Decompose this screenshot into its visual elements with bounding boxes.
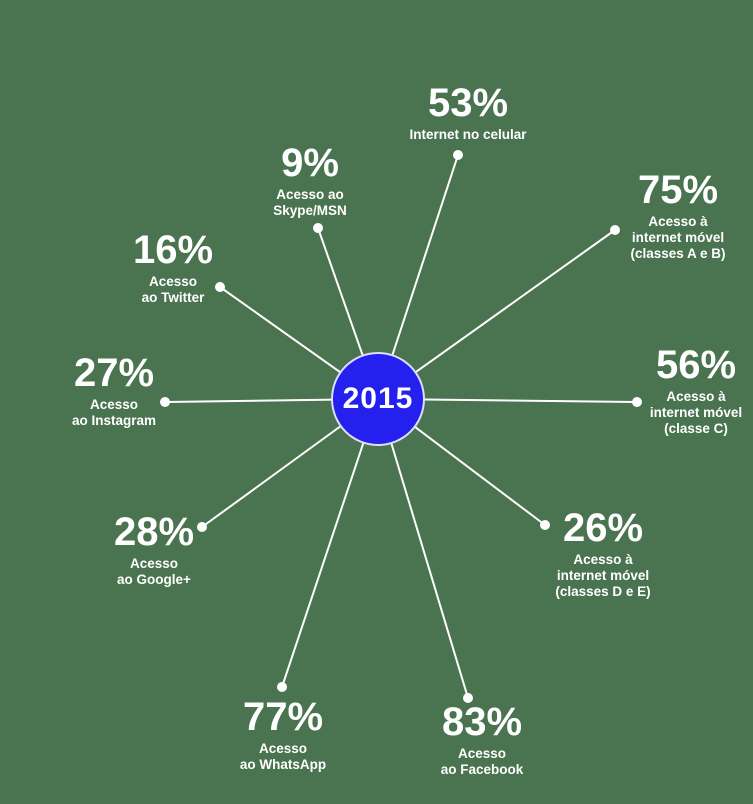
data-point-value: 28% xyxy=(113,510,195,554)
data-point-value: 16% xyxy=(132,228,214,272)
data-point-facebook: 83% Acesso ao Facebook xyxy=(441,702,524,778)
data-point-value: 53% xyxy=(427,81,509,125)
spoke-dot-facebook xyxy=(463,693,473,703)
data-point-google-plus: 28% Acesso ao Google+ xyxy=(114,512,194,588)
data-point-caption: Acesso à internet móvel (classes A e B) xyxy=(630,214,726,261)
data-point-value: 77% xyxy=(242,695,324,739)
center-year-label: 2015 xyxy=(342,382,414,415)
data-point-value: 26% xyxy=(562,506,644,550)
data-point-classes-d-e-e: 26% Acesso à internet móvel (classes D e E) xyxy=(555,508,650,600)
spoke-dot-internet-no-celular xyxy=(453,150,463,160)
data-point-caption: Acesso à internet móvel (classes D e E) xyxy=(555,552,651,599)
data-point-value: 9% xyxy=(281,141,339,185)
spoke-line-whatsapp xyxy=(281,398,379,688)
data-point-classe-c: 56% Acesso à internet móvel (classe C) xyxy=(650,345,742,437)
data-point-skype-msn: 9% Acesso ao Skype/MSN xyxy=(273,143,347,219)
spoke-line-classes-a-e-b xyxy=(377,229,616,400)
data-point-value: 27% xyxy=(73,351,155,395)
data-point-twitter: 16% Acesso ao Twitter xyxy=(133,230,213,306)
data-point-caption: Acesso ao WhatsApp xyxy=(239,741,327,772)
data-point-caption: Acesso à internet móvel (classe C) xyxy=(649,389,743,436)
data-point-value: 56% xyxy=(655,343,737,387)
spoke-dot-classes-d-e-e xyxy=(540,520,550,530)
spoke-dot-skype-msn xyxy=(313,223,323,233)
data-point-caption: Acesso ao Skype/MSN xyxy=(273,187,347,218)
spoke-dot-instagram xyxy=(160,397,170,407)
spoke-line-facebook xyxy=(377,398,469,699)
data-point-instagram: 27% Acesso ao Instagram xyxy=(72,353,156,429)
data-point-caption: Internet no celular xyxy=(409,127,527,142)
spoke-dot-google-plus xyxy=(197,522,207,532)
spoke-dot-twitter xyxy=(215,282,225,292)
data-point-classes-a-e-b: 75% Acesso à internet móvel (classes A e B) xyxy=(630,170,725,262)
center-year-circle: 2015 xyxy=(331,352,425,446)
data-point-whatsapp: 77% Acesso ao WhatsApp xyxy=(240,697,326,773)
data-point-caption: Acesso ao Twitter xyxy=(141,274,205,305)
spoke-dot-classe-c xyxy=(632,397,642,407)
data-point-caption: Acesso ao Instagram xyxy=(71,397,157,428)
data-point-value: 75% xyxy=(637,168,719,212)
data-point-internet-no-celular: 53% Internet no celular xyxy=(409,83,526,143)
spoke-dot-whatsapp xyxy=(277,682,287,692)
data-point-caption: Acesso ao Facebook xyxy=(440,746,524,777)
data-point-value: 83% xyxy=(441,700,523,744)
spoke-dot-classes-a-e-b xyxy=(610,225,620,235)
data-point-caption: Acesso ao Google+ xyxy=(117,556,191,587)
